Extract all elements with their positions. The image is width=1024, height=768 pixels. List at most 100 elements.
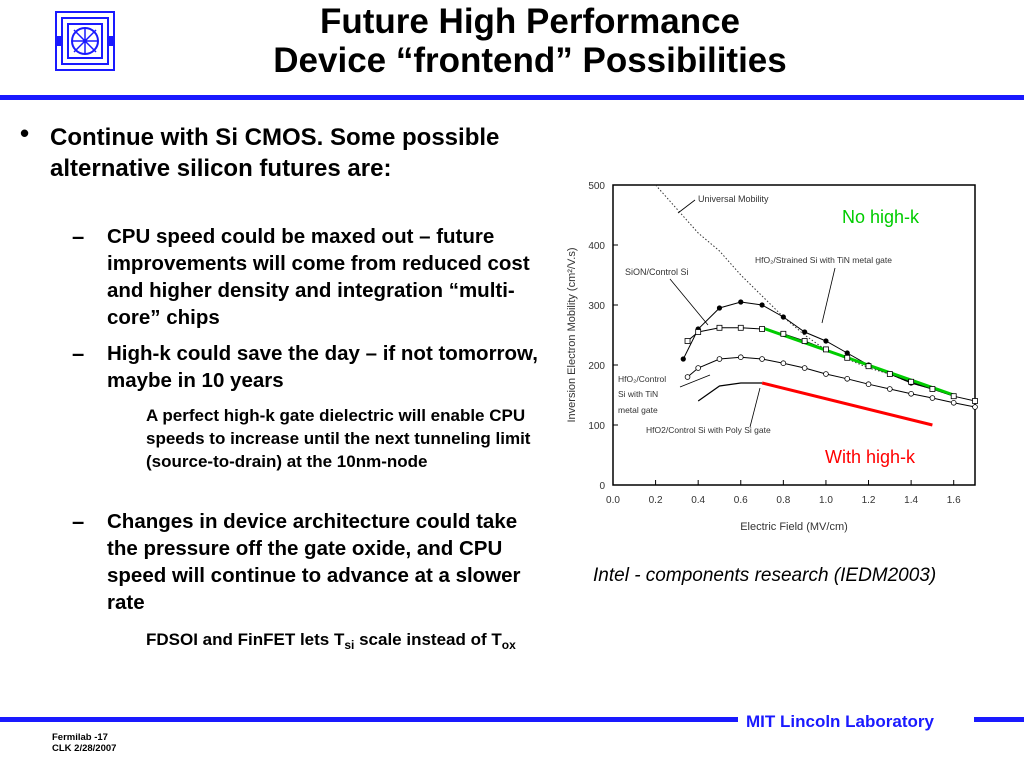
dash-marker-3: – <box>72 509 85 534</box>
point-hfo2-tin <box>684 374 691 380</box>
annotation-hfo2-strained: HfO₂/Strained Si with TiN metal gate <box>755 255 892 265</box>
detail-fdsoi-text-1: FDSOI and FinFET lets T <box>146 630 345 649</box>
point-hfo2-strained <box>844 350 850 356</box>
x-tick-label: 0.0 <box>606 495 620 506</box>
footer-date: CLK 2/28/2007 <box>52 743 117 754</box>
annotation-arrow-sion <box>669 278 709 326</box>
point-sion-control <box>844 354 851 361</box>
point-hfo2-tin <box>823 371 829 377</box>
point-sion-control <box>759 326 765 332</box>
annotation-arrow-poly <box>749 387 761 428</box>
point-hfo2-tin <box>972 404 978 410</box>
point-sion-control <box>695 329 702 335</box>
point-sion-control <box>737 324 744 331</box>
y-tick-label: 300 <box>588 301 605 312</box>
point-hfo2-tin <box>929 395 936 401</box>
point-hfo2-tin <box>759 356 765 362</box>
bullet-main: Continue with Si CMOS. Some possible alt… <box>50 124 500 182</box>
point-hfo2-strained <box>780 314 786 320</box>
footer-lab-name: MIT Lincoln Laboratory <box>746 712 934 731</box>
series-no-high-k <box>761 326 955 397</box>
point-hfo2-tin <box>908 391 914 397</box>
annotation-hfo2-tin-1: HfO₂/Control <box>618 374 666 384</box>
point-sion-control <box>801 338 808 344</box>
point-sion-control <box>716 324 723 331</box>
y-tick-label: 400 <box>588 241 605 252</box>
x-tick-label: 1.0 <box>819 495 833 506</box>
annotation-hfo2-tin-2: Si with TiN <box>618 389 658 399</box>
point-sion-control <box>908 378 915 385</box>
point-hfo2-tin <box>716 356 723 362</box>
annotation-arrow-tin <box>679 374 711 388</box>
annotation-arrow-universal <box>677 199 696 214</box>
figure-caption: Intel - components research (IEDM2003) <box>593 565 937 586</box>
annotation-hfo2-poly: HfO2/Control Si with Poly Si gate <box>646 425 771 435</box>
x-tick-label: 0.2 <box>649 495 663 506</box>
point-sion-control <box>684 338 691 344</box>
footer-info: Fermilab -17 CLK 2/28/2007 <box>52 732 116 754</box>
y-tick-label: 500 <box>588 181 605 192</box>
point-sion-control <box>972 398 978 404</box>
point-sion-control <box>780 330 787 337</box>
footer-divider <box>0 717 1024 722</box>
bullet-dot: • <box>20 118 30 148</box>
detail-high-k: A perfect high-k gate dielectric will en… <box>146 406 531 471</box>
sub-bullet-high-k: High-k could save the day – if not tomor… <box>107 342 538 392</box>
point-sion-control <box>950 393 957 400</box>
point-hfo2-strained <box>680 356 686 362</box>
annotation-sion: SiON/Control Si <box>625 267 689 277</box>
y-tick-label: 200 <box>588 361 605 372</box>
detail-fdsoi-text-2: scale instead of T <box>354 630 502 649</box>
y-tick-label: 100 <box>588 421 605 432</box>
x-tick-label: 1.4 <box>904 495 918 506</box>
subscript-si: si <box>344 638 355 652</box>
y-tick-label: 0 <box>599 481 605 492</box>
annotation-hfo2-tin-3: metal gate <box>618 405 658 415</box>
point-hfo2-strained <box>759 302 765 308</box>
point-hfo2-tin <box>865 381 872 388</box>
y-axis-label: Inversion Electron Mobility (cm²/V.s) <box>566 247 578 422</box>
x-axis-label: Electric Field (MV/cm) <box>740 521 848 533</box>
point-hfo2-strained <box>823 338 829 344</box>
point-hfo2-tin <box>737 354 744 361</box>
annotation-with-high-k: With high-k <box>825 447 916 467</box>
annotation-arrow-strained <box>821 267 836 324</box>
plot-frame <box>612 184 976 486</box>
point-sion-control <box>929 386 936 392</box>
point-hfo2-strained <box>716 305 723 311</box>
point-sion-control <box>865 363 872 370</box>
x-tick-label: 0.8 <box>776 495 790 506</box>
page-title: Future High Performance Device “frontend… <box>150 2 910 80</box>
footer-lab-box <box>738 710 974 736</box>
dash-marker-1: – <box>72 224 85 249</box>
dash-marker-2: – <box>72 341 85 366</box>
title-line-2: Device “frontend” Possibilities <box>273 41 787 80</box>
series-hfo2-poly <box>697 382 763 402</box>
point-hfo2-tin <box>844 376 851 382</box>
series-with-high-k <box>761 381 933 427</box>
point-hfo2-tin <box>695 365 701 371</box>
x-tick-label: 0.6 <box>734 495 748 506</box>
point-hfo2-tin <box>801 365 808 371</box>
annotation-no-high-k: No high-k <box>842 207 920 227</box>
point-hfo2-tin <box>950 400 957 406</box>
x-tick-label: 1.2 <box>862 495 876 506</box>
sub-bullet-cpu-speed: CPU speed could be maxed out – future im… <box>107 225 530 329</box>
x-tick-label: 1.6 <box>947 495 961 506</box>
point-sion-control <box>886 371 893 377</box>
point-hfo2-tin <box>780 360 787 367</box>
title-line-1: Future High Performance <box>319 2 741 41</box>
detail-fdsoi: FDSOI and FinFET lets Tsi scale instead … <box>146 628 546 653</box>
x-tick-label: 0.4 <box>691 495 705 506</box>
lincoln-lab-logo <box>55 11 115 71</box>
footer-page: Fermilab -17 <box>52 732 108 743</box>
annotation-universal: Universal Mobility <box>698 194 769 204</box>
point-hfo2-tin <box>887 386 893 392</box>
sub-bullet-architecture: Changes in device architecture could tak… <box>107 510 521 614</box>
point-sion-control <box>823 346 829 353</box>
point-hfo2-strained <box>802 329 808 335</box>
header-divider <box>0 95 1024 100</box>
mobility-chart: 0 100 200 300 400 500 0.0 0.2 0.4 0.6 0.8 1.0 1.2 1.4… <box>566 181 978 533</box>
point-hfo2-strained <box>738 299 744 305</box>
subscript-ox: ox <box>501 638 516 652</box>
